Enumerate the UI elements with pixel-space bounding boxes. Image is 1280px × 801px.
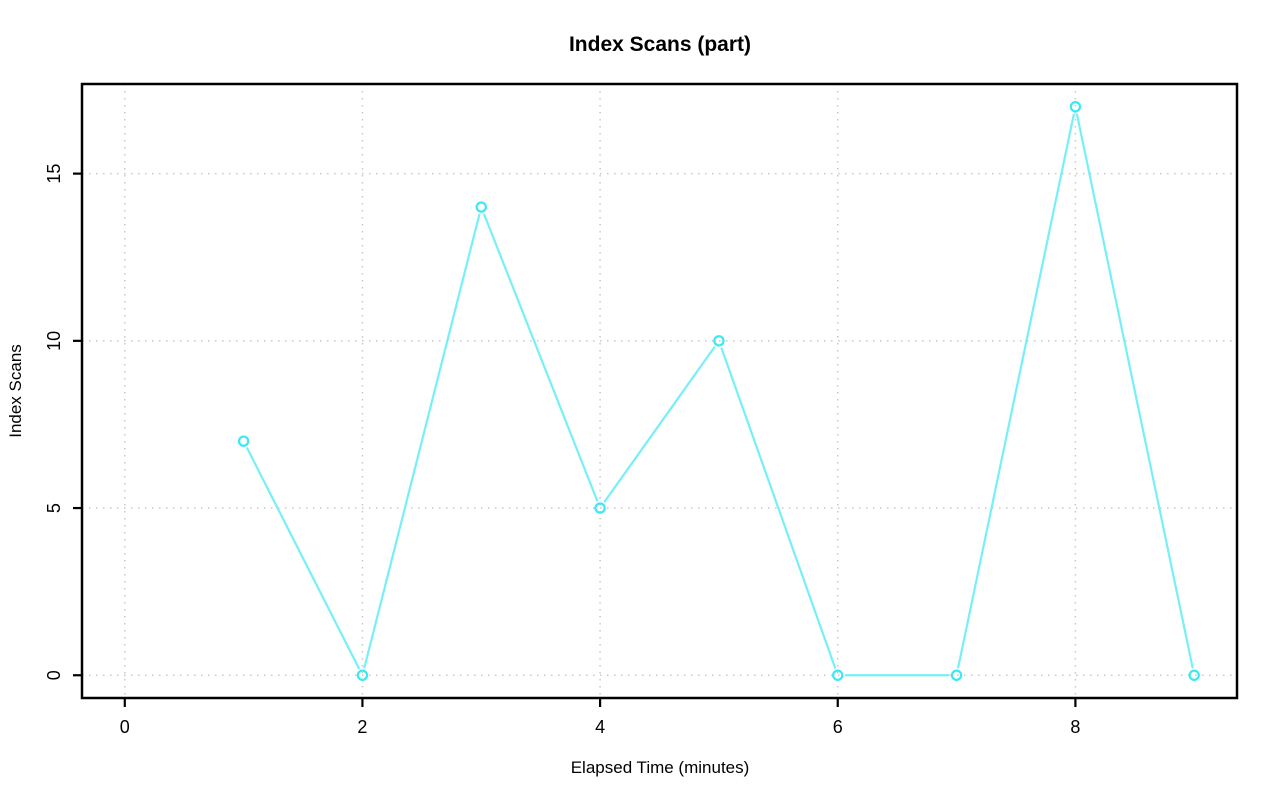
data-point-marker <box>475 201 487 213</box>
data-point-marker <box>356 669 369 681</box>
x-tick-label: 4 <box>595 717 605 737</box>
y-tick-label: 10 <box>44 331 64 351</box>
series-line-segment <box>246 447 360 670</box>
x-tick-label: 2 <box>357 717 367 737</box>
series-line-segment <box>363 213 481 669</box>
x-tick-label: 0 <box>120 717 130 737</box>
data-point-marker <box>594 502 606 514</box>
plot-border <box>80 82 1239 700</box>
y-axis-label: Index Scans <box>6 344 25 438</box>
y-tick-label: 5 <box>44 503 64 513</box>
series-line-segment <box>720 347 837 669</box>
x-tick-label: 8 <box>1070 717 1080 737</box>
data-point-marker <box>832 669 844 681</box>
data-point-marker <box>1188 669 1200 681</box>
series-line-segment <box>957 113 1075 669</box>
x-axis-label: Elapsed Time (minutes) <box>570 758 750 777</box>
y-tick-label: 15 <box>44 164 64 184</box>
chart-title: Index Scans (part) <box>568 33 752 56</box>
series-line-segment <box>603 346 716 503</box>
series-line-segment <box>1075 113 1194 669</box>
series-line-segment <box>483 213 599 502</box>
data-point-marker <box>237 435 250 447</box>
data-point-marker <box>950 669 963 681</box>
data-point-marker <box>1069 101 1082 113</box>
y-tick-label: 0 <box>44 670 64 680</box>
data-point-marker <box>713 335 725 347</box>
x-tick-label: 6 <box>833 717 843 737</box>
